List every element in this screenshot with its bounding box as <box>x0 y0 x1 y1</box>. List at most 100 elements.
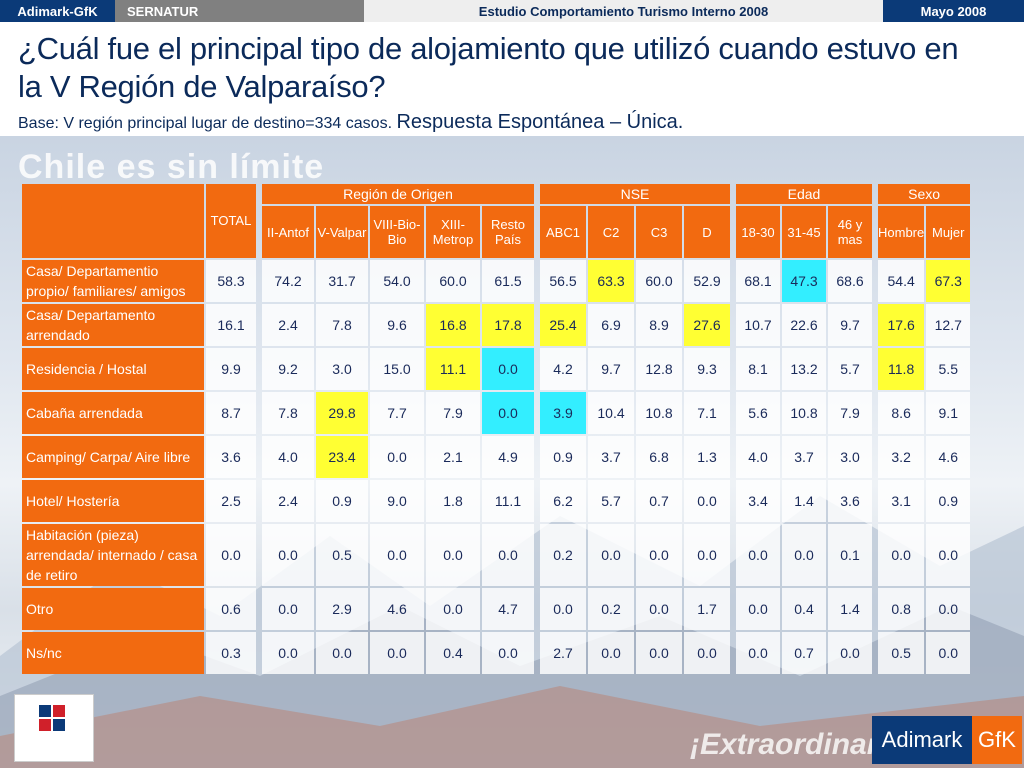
table-cell: 16.1 <box>206 304 256 346</box>
table-cell: 8.9 <box>636 304 682 346</box>
table-cell: 5.6 <box>736 392 780 434</box>
table-cell: 6.2 <box>540 480 586 522</box>
table-cell: 7.8 <box>316 304 368 346</box>
group-edad: Edad <box>736 184 872 204</box>
table-row: Hotel/ Hostería 2.5 2.4 0.9 9.0 1.8 11.1 6.2 5.7… <box>22 480 971 522</box>
row-label: Casa/ Departamentio propio/ familiares/ … <box>22 260 204 302</box>
table-row: Habitación (pieza) arrendada/ internado … <box>22 524 971 586</box>
table-cell: 9.6 <box>370 304 424 346</box>
table-cell: 0.9 <box>316 480 368 522</box>
response-type: Respuesta Espontánea – Única. <box>396 111 684 133</box>
table-cell: 0.0 <box>926 632 971 674</box>
total-header: TOTAL <box>206 184 256 258</box>
row-label: Cabaña arrendada <box>22 392 204 434</box>
col-valpar: V-Valpar <box>316 206 368 258</box>
gobierno-emblem <box>39 705 65 731</box>
col-c3: C3 <box>636 206 682 258</box>
col-31-45: 31-45 <box>782 206 826 258</box>
table-cell: 1.7 <box>684 588 730 630</box>
row-label: Ns/nc <box>22 632 204 674</box>
table-cell: 63.3 <box>588 260 634 302</box>
table-cell: 58.3 <box>206 260 256 302</box>
table-cell: 67.3 <box>926 260 971 302</box>
table-cell: 0.7 <box>782 632 826 674</box>
table-cell: 0.0 <box>426 588 480 630</box>
top-bar: Adimark-GfK SERNATUR Estudio Comportamie… <box>0 0 1024 22</box>
table-cell: 7.9 <box>828 392 872 434</box>
table-cell: 47.3 <box>782 260 826 302</box>
row-label: Casa/ Departamento arrendado <box>22 304 204 346</box>
table-cell: 4.0 <box>262 436 314 478</box>
table-cell: 0.0 <box>262 588 314 630</box>
col-18-30: 18-30 <box>736 206 780 258</box>
table-cell: 2.4 <box>262 480 314 522</box>
table-cell: 1.4 <box>782 480 826 522</box>
table-cell: 2.7 <box>540 632 586 674</box>
table-cell: 7.1 <box>684 392 730 434</box>
table-cell: 60.0 <box>426 260 480 302</box>
table-cell: 0.0 <box>370 632 424 674</box>
col-resto: Resto País <box>482 206 534 258</box>
table-cell: 2.9 <box>316 588 368 630</box>
table-cell: 9.7 <box>588 348 634 390</box>
background-slogan: Chile es sin límite <box>18 148 325 186</box>
table-cell: 11.1 <box>482 480 534 522</box>
table-cell: 9.7 <box>828 304 872 346</box>
table-cell: 11.8 <box>878 348 925 390</box>
col-abc1: ABC1 <box>540 206 586 258</box>
table-cell: 6.9 <box>588 304 634 346</box>
table-cell: 0.0 <box>926 588 971 630</box>
row-label: Camping/ Carpa/ Aire libre <box>22 436 204 478</box>
col-antof: II-Antof <box>262 206 314 258</box>
table-cell: 0.7 <box>636 480 682 522</box>
table-row: Camping/ Carpa/ Aire libre 3.6 4.0 23.4 0.0 2… <box>22 436 971 478</box>
table-cell: 0.0 <box>926 524 971 586</box>
table-cell: 9.9 <box>206 348 256 390</box>
table-cell: 0.1 <box>828 524 872 586</box>
group-nse: NSE <box>540 184 730 204</box>
table-cell: 0.9 <box>926 480 971 522</box>
table-cell: 5.5 <box>926 348 971 390</box>
table-cell: 0.0 <box>828 632 872 674</box>
table-cell: 22.6 <box>782 304 826 346</box>
table-cell: 17.8 <box>482 304 534 346</box>
table-cell: 0.0 <box>782 524 826 586</box>
table-cell: 9.2 <box>262 348 314 390</box>
table-cell: 15.0 <box>370 348 424 390</box>
slide-title: ¿Cuál fue el principal tipo de alojamien… <box>18 31 959 104</box>
table-cell: 0.2 <box>588 588 634 630</box>
table-cell: 0.0 <box>736 524 780 586</box>
table-cell: 56.5 <box>540 260 586 302</box>
table-cell: 0.6 <box>206 588 256 630</box>
table-row: Casa/ Departamento arrendado 16.1 2.4 7.8 9.… <box>22 304 971 346</box>
col-mujer: Mujer <box>926 206 971 258</box>
table-cell: 8.7 <box>206 392 256 434</box>
table-cell: 5.7 <box>828 348 872 390</box>
row-label: Otro <box>22 588 204 630</box>
col-bio: VIII-Bio-Bio <box>370 206 424 258</box>
table-cell: 4.2 <box>540 348 586 390</box>
table-cell: 3.1 <box>878 480 925 522</box>
table-cell: 0.0 <box>482 348 534 390</box>
corner-cell <box>22 184 204 258</box>
table-cell: 0.0 <box>370 524 424 586</box>
table-cell: 8.1 <box>736 348 780 390</box>
table-cell: 0.0 <box>636 632 682 674</box>
table-cell: 0.0 <box>736 588 780 630</box>
table-cell: 0.0 <box>426 524 480 586</box>
brand-label: Adimark-GfK <box>0 0 115 22</box>
table-cell: 0.0 <box>636 588 682 630</box>
table-cell: 9.3 <box>684 348 730 390</box>
table-cell: 0.0 <box>636 524 682 586</box>
table-cell: 0.2 <box>540 524 586 586</box>
table-cell: 61.5 <box>482 260 534 302</box>
table-cell: 5.7 <box>588 480 634 522</box>
table-cell: 52.9 <box>684 260 730 302</box>
table-cell: 9.0 <box>370 480 424 522</box>
results-table: TOTAL Región de Origen NSE Edad Sexo II-… <box>20 182 972 676</box>
table-cell: 1.4 <box>828 588 872 630</box>
col-hombre: Hombre <box>878 206 925 258</box>
table-cell: 13.2 <box>782 348 826 390</box>
table-cell: 27.6 <box>684 304 730 346</box>
table-cell: 6.8 <box>636 436 682 478</box>
